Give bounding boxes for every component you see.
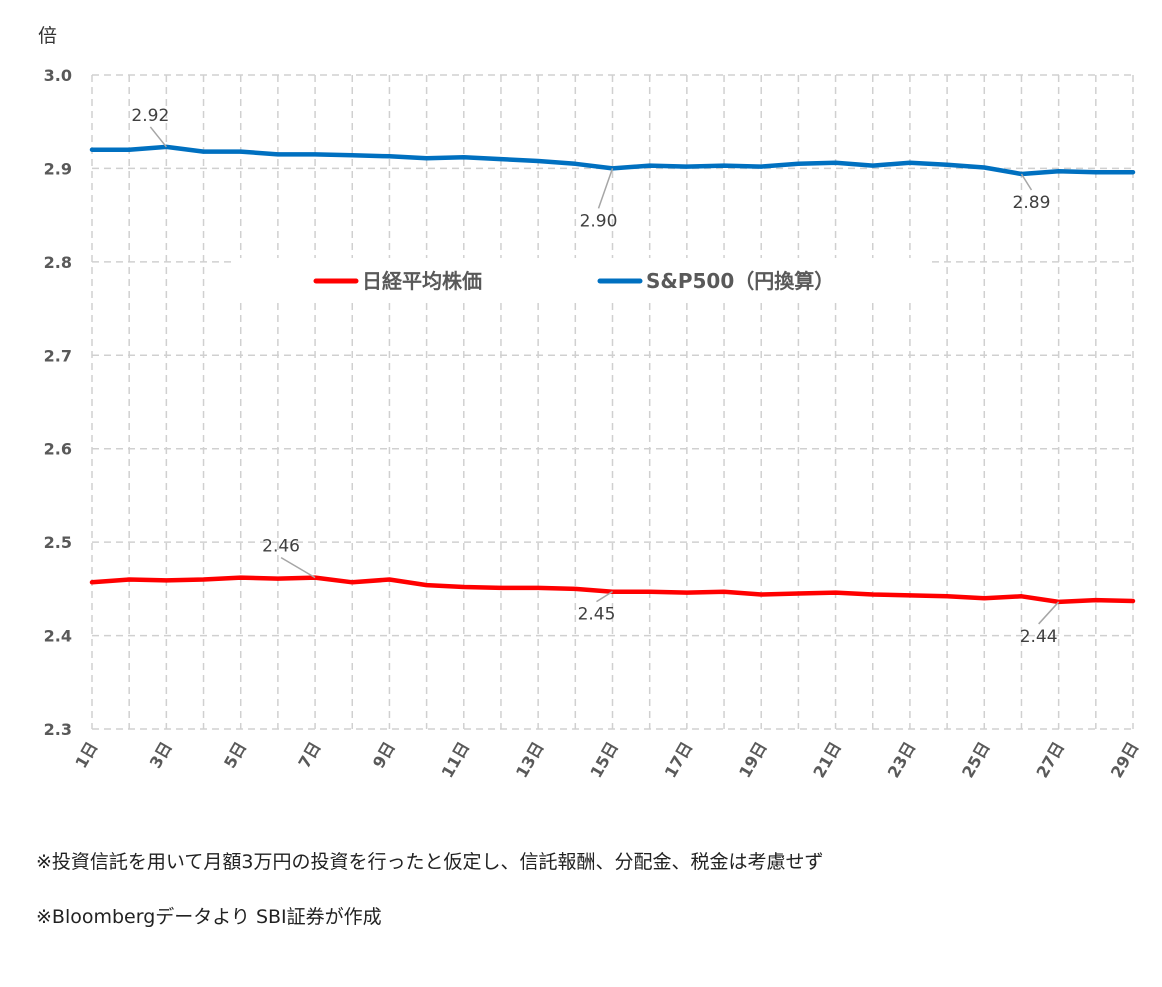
x-tick-label: 29日 — [1107, 739, 1143, 782]
legend-label: S&P500（円換算） — [646, 269, 834, 293]
x-tick-label: 1日 — [71, 739, 101, 772]
y-tick-label: 2.8 — [44, 253, 72, 272]
x-tick-label: 7日 — [295, 739, 325, 772]
y-tick-label: 2.6 — [44, 440, 72, 459]
series-line — [89, 144, 1136, 177]
footnote-assumption: ※投資信託を用いて月額3万円の投資を行ったと仮定し、信託報酬、分配金、税金は考慮… — [36, 851, 824, 873]
y-tick-label: 2.9 — [44, 159, 72, 178]
line-chart: 2.3 2.4 2.5 2.6 2.7 2.8 2.9 3.0 1日 3日 5日 7日 9日 11日 13日… — [38, 25, 1143, 782]
footnote-source: ※Bloombergデータより SBI証券が作成 — [36, 906, 382, 928]
y-tick-label: 2.3 — [44, 720, 72, 739]
y-tick-label: 2.5 — [44, 533, 72, 552]
data-label: 2.89 — [1013, 193, 1051, 213]
annotation-leader — [1020, 173, 1033, 191]
legend-label: 日経平均株価 — [362, 269, 482, 293]
x-tick-label: 27日 — [1033, 739, 1069, 782]
chart-grid — [91, 74, 1134, 730]
annotation-leader — [596, 591, 613, 603]
annotation-leader — [280, 556, 316, 579]
data-label: 2.45 — [578, 605, 616, 625]
x-tick-label: 9日 — [369, 739, 399, 772]
annotation-leader — [149, 126, 167, 148]
chart-annotations: 2.92 2.90 2.89 2.46 2.45 2.44 — [131, 106, 1060, 647]
x-tick-label: 25日 — [958, 738, 994, 781]
annotation-leader — [1038, 601, 1060, 625]
y-tick-label: 2.4 — [44, 627, 72, 646]
x-tick-label: 19日 — [735, 739, 771, 782]
x-tick-label: 13日 — [512, 739, 548, 782]
x-tick-label: 3日 — [146, 739, 176, 772]
x-tick-label: 11日 — [438, 739, 474, 782]
chart-legend: 日経平均株価 S&P500（円換算） — [232, 258, 932, 302]
x-tick-label: 23日 — [884, 739, 920, 782]
data-label: 2.92 — [131, 106, 169, 126]
data-label: 2.46 — [262, 537, 300, 557]
annotation-leader — [597, 168, 614, 209]
x-tick-label: 21日 — [809, 739, 845, 782]
data-label: 2.90 — [580, 211, 618, 231]
x-tick-label: 5日 — [220, 739, 250, 772]
x-tick-label: 17日 — [661, 739, 697, 782]
y-tick-label: 3.0 — [44, 66, 72, 85]
y-unit-label: 倍 — [38, 25, 57, 47]
data-label: 2.44 — [1020, 627, 1058, 647]
x-tick-label: 15日 — [586, 739, 622, 782]
y-tick-label: 2.7 — [44, 346, 72, 365]
